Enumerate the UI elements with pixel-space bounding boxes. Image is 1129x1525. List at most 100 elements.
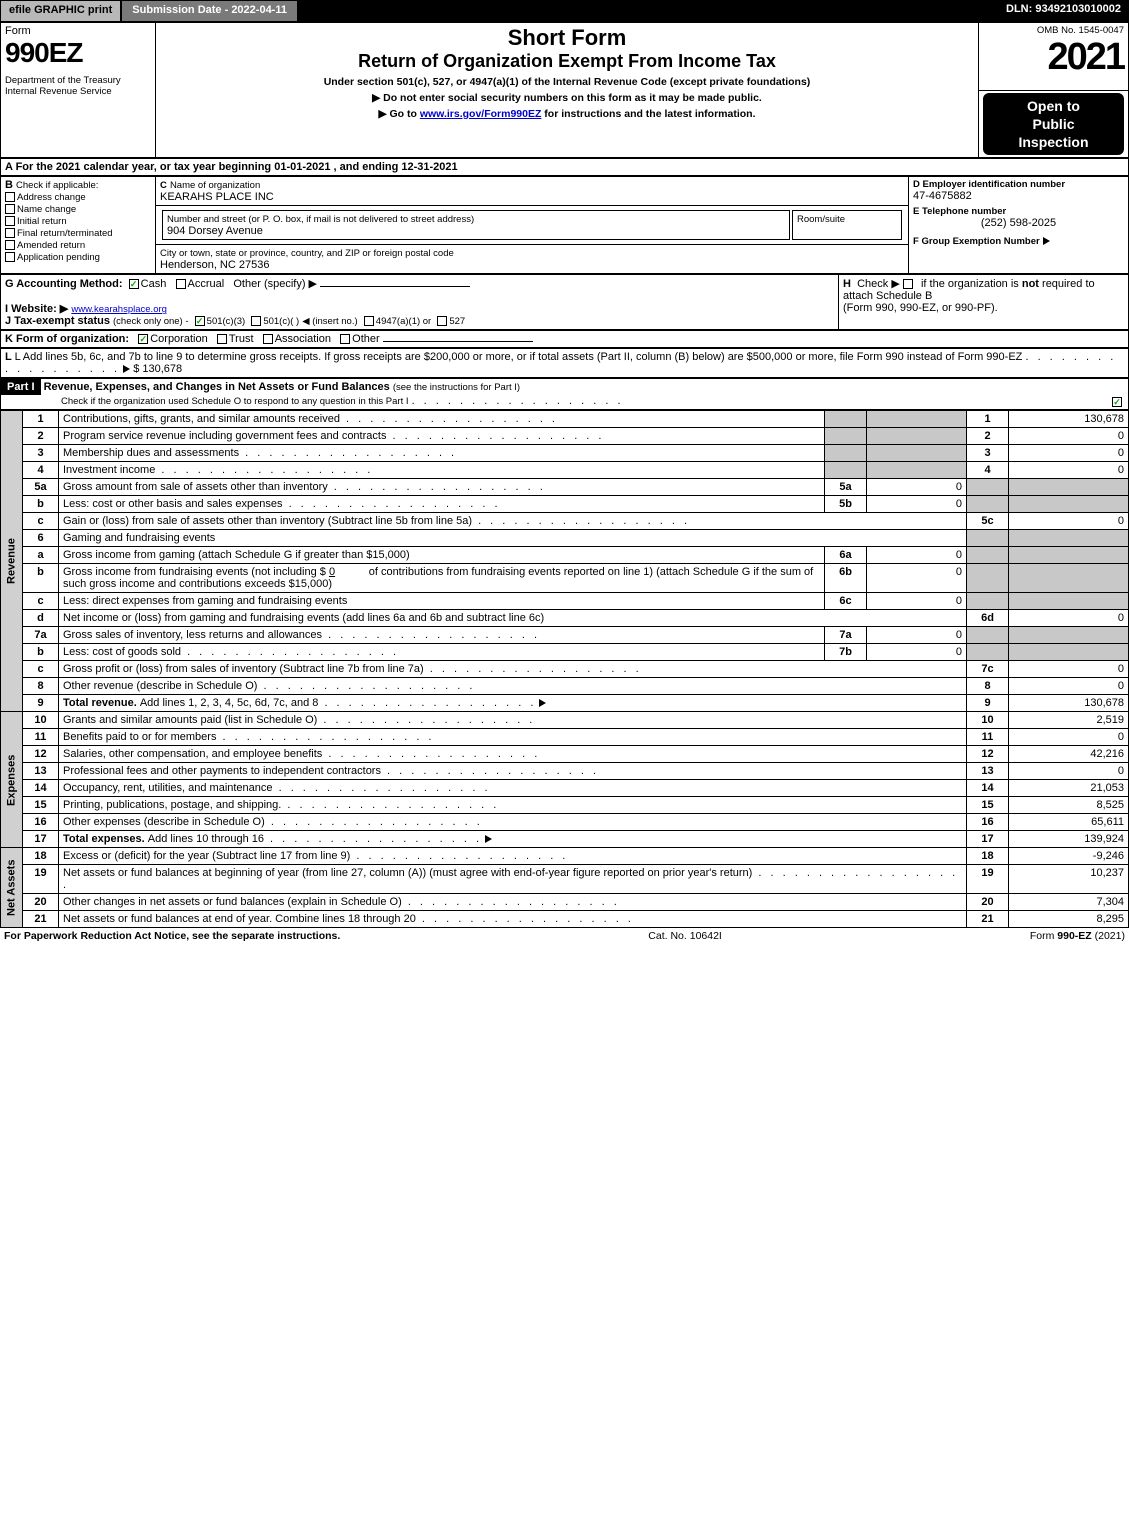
section-f-label: F Group Exemption Number (913, 236, 1040, 247)
street-label: Number and street (or P. O. box, if mail… (167, 214, 474, 225)
org-name: KEARAHS PLACE INC (160, 191, 274, 203)
amt-7a: 0 (867, 627, 967, 644)
footer-paperwork: For Paperwork Reduction Act Notice, see … (4, 930, 340, 942)
irs-label: Internal Revenue Service (5, 86, 151, 97)
amt-13: 0 (1009, 763, 1129, 780)
city-label: City or town, state or province, country… (160, 248, 454, 259)
amt-19: 10,237 (1009, 865, 1129, 894)
checkbox-other-org[interactable] (340, 334, 350, 344)
fundraising-contrib-amount: 0 (329, 566, 335, 578)
section-k-row: K Form of organization: ✓Corporation Tru… (1, 331, 1129, 348)
dln-label: DLN: 93492103010002 (998, 0, 1129, 22)
arrow-icon (1043, 237, 1050, 245)
section-i-label: I Website: ▶ (5, 303, 68, 315)
checkbox-4947[interactable] (364, 316, 374, 326)
checkbox-name-change[interactable] (5, 204, 15, 214)
room-suite-label: Room/suite (797, 214, 845, 225)
amt-2: 0 (1009, 428, 1129, 445)
tax-year: 2021 (983, 36, 1124, 79)
amt-6c: 0 (867, 593, 967, 610)
amt-15: 8,525 (1009, 797, 1129, 814)
checkbox-amended-return[interactable] (5, 240, 15, 250)
checkbox-final-return[interactable] (5, 228, 15, 238)
amt-3: 0 (1009, 445, 1129, 462)
section-j-label: J Tax-exempt status (5, 315, 110, 327)
section-l-row: L L Add lines 5b, 6c, and 7b to line 9 t… (1, 349, 1129, 378)
form-number: 990EZ (5, 37, 151, 69)
checkbox-cash[interactable]: ✓ (129, 279, 139, 289)
gross-receipts-amount: $ 130,678 (133, 363, 182, 375)
checkbox-association[interactable] (263, 334, 273, 344)
amt-16: 65,611 (1009, 814, 1129, 831)
checkbox-527[interactable] (437, 316, 447, 326)
dept-label: Department of the Treasury (5, 75, 151, 86)
amt-7b: 0 (867, 644, 967, 661)
checkbox-address-change[interactable] (5, 192, 15, 202)
footer-formno: Form 990-EZ (2021) (1030, 930, 1125, 942)
section-e-label: E Telephone number (913, 206, 1124, 217)
subtitle-501c: Under section 501(c), 527, or 4947(a)(1)… (160, 76, 974, 88)
part-i-badge: Part I (1, 379, 41, 395)
submission-date: Submission Date - 2022-04-11 (121, 0, 298, 22)
amt-9: 130,678 (1009, 695, 1129, 712)
part-i-title: Revenue, Expenses, and Changes in Net As… (44, 381, 390, 393)
amt-1: 130,678 (1009, 411, 1129, 428)
section-a-period: A For the 2021 calendar year, or tax yea… (1, 159, 1129, 176)
amt-7c: 0 (1009, 661, 1129, 678)
checkbox-application-pending[interactable] (5, 252, 15, 262)
checkbox-corporation[interactable]: ✓ (138, 334, 148, 344)
amt-18: -9,246 (1009, 848, 1129, 865)
section-h-text3: (Form 990, 990-EZ, or 990-PF). (843, 302, 998, 314)
form-label: Form (5, 25, 151, 37)
section-h-label: H (843, 278, 851, 290)
amt-12: 42,216 (1009, 746, 1129, 763)
checkbox-501c[interactable] (251, 316, 261, 326)
section-g-label: G Accounting Method: (5, 278, 123, 290)
goto-instructions: ▶ Go to www.irs.gov/Form990EZ for instru… (160, 108, 974, 120)
efile-print-button[interactable]: efile GRAPHIC print (0, 0, 121, 22)
city-value: Henderson, NC 27536 (160, 259, 269, 271)
title-short-form: Short Form (160, 25, 974, 51)
checkbox-initial-return[interactable] (5, 216, 15, 226)
footer-catno: Cat. No. 10642I (648, 930, 722, 942)
form-header-table: Form 990EZ Department of the Treasury In… (0, 22, 1129, 158)
checkbox-trust[interactable] (217, 334, 227, 344)
amt-14: 21,053 (1009, 780, 1129, 797)
omb-number: OMB No. 1545-0047 (983, 25, 1124, 36)
sidebar-expenses: Expenses (1, 712, 23, 848)
name-of-org-label: Name of organization (170, 180, 260, 191)
part-i-check-line: Check if the organization used Schedule … (1, 396, 409, 407)
section-c-label: C (160, 180, 167, 191)
checkbox-schedule-b[interactable] (903, 279, 913, 289)
sidebar-revenue: Revenue (1, 411, 23, 712)
amt-6d: 0 (1009, 610, 1129, 627)
amt-21: 8,295 (1009, 911, 1129, 928)
amt-20: 7,304 (1009, 894, 1129, 911)
website-link[interactable]: www.kearahsplace.org (71, 304, 167, 315)
financial-table: Revenue 1Contributions, gifts, grants, a… (0, 410, 1129, 928)
amt-17: 139,924 (1009, 831, 1129, 848)
open-to-public-badge: Open to Public Inspection (983, 93, 1124, 156)
amt-8: 0 (1009, 678, 1129, 695)
amt-11: 0 (1009, 729, 1129, 746)
amt-5b: 0 (867, 496, 967, 513)
amt-5c: 0 (1009, 513, 1129, 530)
part-i-subtitle: (see the instructions for Part I) (393, 382, 520, 393)
page-footer: For Paperwork Reduction Act Notice, see … (0, 928, 1129, 944)
amt-6b: 0 (867, 564, 967, 593)
checkbox-accrual[interactable] (176, 279, 186, 289)
section-d-label: D Employer identification number (913, 179, 1124, 190)
checkbox-schedule-o-part1[interactable]: ✓ (1112, 397, 1122, 407)
checkbox-501c3[interactable]: ✓ (195, 316, 205, 326)
amt-6a: 0 (867, 547, 967, 564)
org-info-table: B Check if applicable: Address change Na… (0, 176, 1129, 274)
phone-value: (252) 598-2025 (913, 217, 1124, 229)
street-value: 904 Dorsey Avenue (167, 225, 263, 237)
sidebar-netassets: Net Assets (1, 848, 23, 928)
amt-4: 0 (1009, 462, 1129, 479)
ein-value: 47-4675882 (913, 190, 1124, 202)
topbar: efile GRAPHIC print Submission Date - 20… (0, 0, 1129, 22)
title-return: Return of Organization Exempt From Incom… (160, 51, 974, 72)
irs-link[interactable]: www.irs.gov/Form990EZ (420, 108, 542, 120)
amt-5a: 0 (867, 479, 967, 496)
